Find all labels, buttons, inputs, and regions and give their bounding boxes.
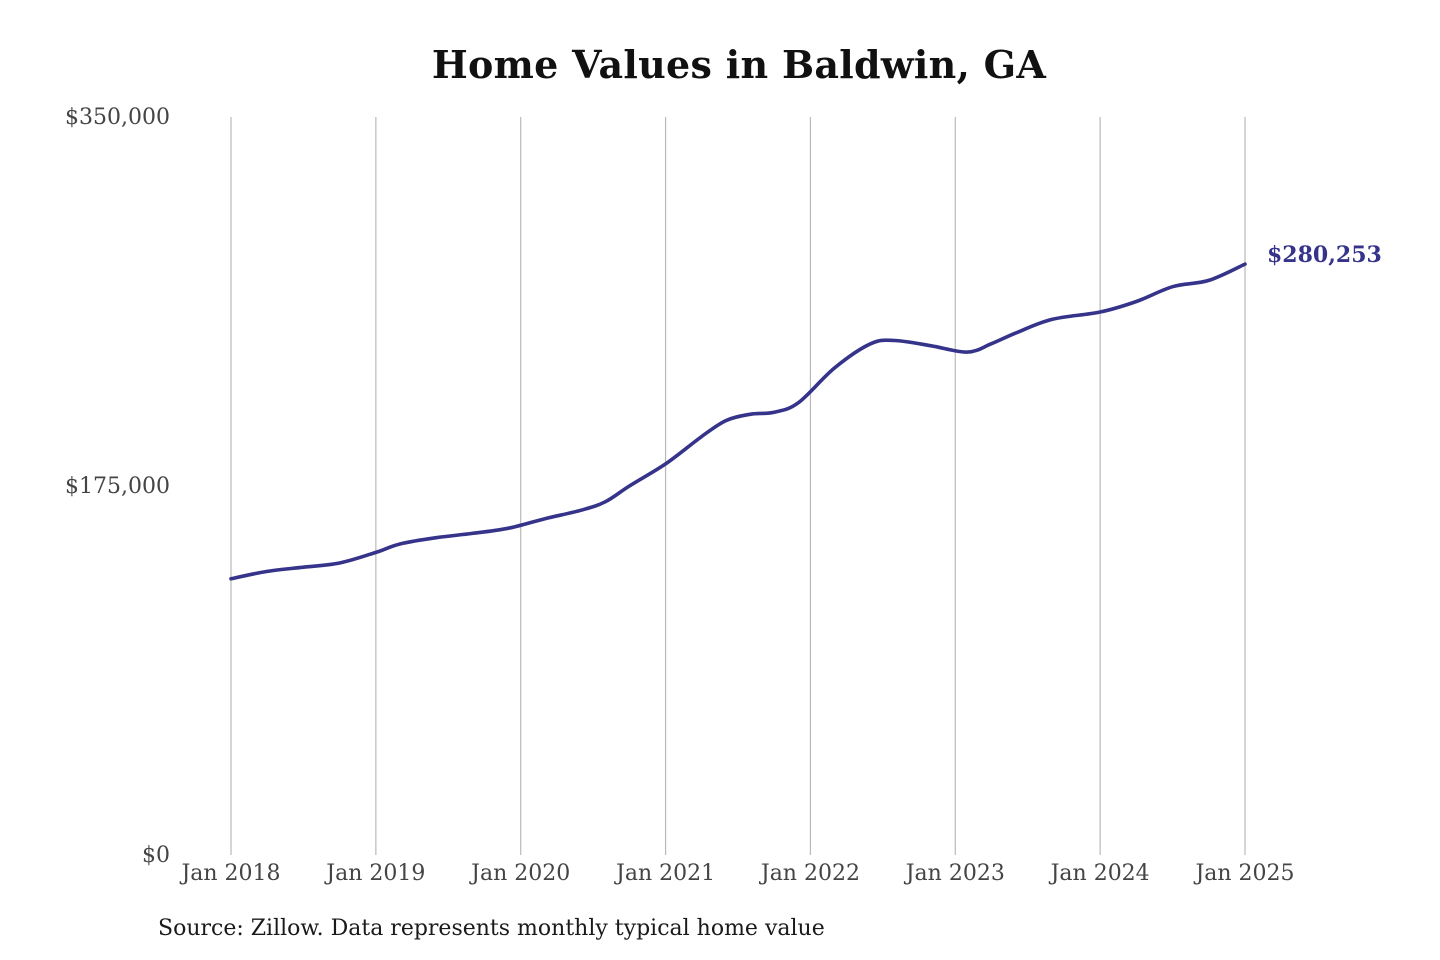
y-tick-label: $175,000 bbox=[65, 474, 170, 499]
x-tick-label: Jan 2024 bbox=[1049, 861, 1150, 886]
y-tick-label: $0 bbox=[142, 843, 170, 868]
x-tick-label: Jan 2021 bbox=[614, 861, 715, 886]
x-tick-label: Jan 2020 bbox=[469, 861, 570, 886]
x-tick-label: Jan 2022 bbox=[759, 861, 860, 886]
y-axis-ticks: $0 $175,000 $350,000 bbox=[65, 105, 170, 868]
x-tick-label: Jan 2023 bbox=[904, 861, 1005, 886]
x-tick-label: Jan 2019 bbox=[324, 861, 425, 886]
series-line bbox=[229, 262, 1247, 581]
y-tick-label: $350,000 bbox=[65, 105, 170, 130]
x-tick-label: Jan 2018 bbox=[179, 861, 280, 886]
series bbox=[229, 262, 1247, 581]
source-note: Source: Zillow. Data represents monthly … bbox=[158, 916, 825, 941]
x-axis-ticks: Jan 2018 Jan 2019 Jan 2020 Jan 2021 Jan 2022… bbox=[179, 861, 1294, 886]
x-tick-label: Jan 2025 bbox=[1193, 861, 1294, 886]
gridlines bbox=[230, 117, 1246, 855]
chart-title: Home Values in Baldwin, GA bbox=[431, 42, 1047, 87]
end-value-label: $280,253 bbox=[1267, 242, 1382, 268]
